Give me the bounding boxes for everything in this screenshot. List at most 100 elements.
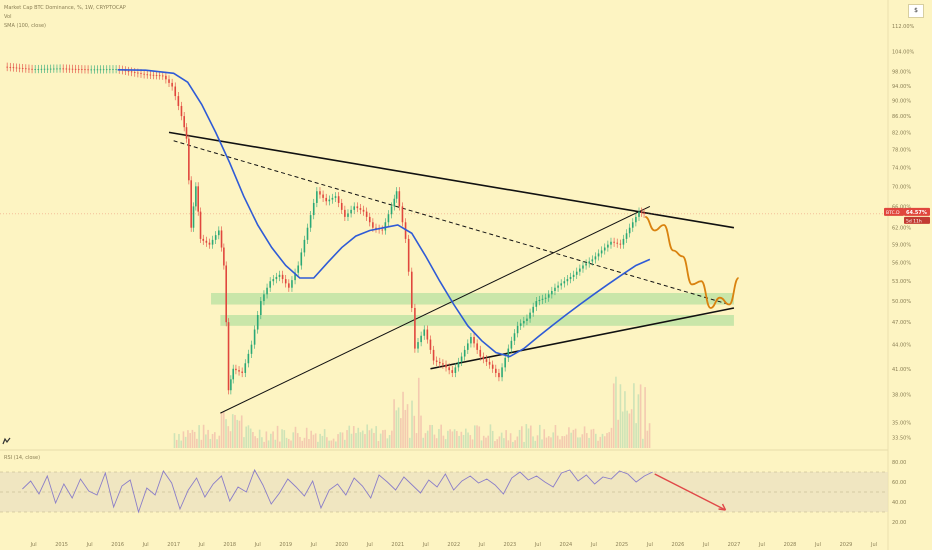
candle-body	[185, 127, 188, 139]
candle-body	[616, 242, 619, 244]
volume-bar	[547, 436, 550, 448]
volume-bar	[332, 438, 335, 448]
volume-bar	[630, 409, 633, 448]
projection-path	[644, 215, 740, 309]
candle-body	[155, 75, 158, 76]
candle-body	[115, 69, 117, 70]
candle-body	[507, 348, 510, 358]
trendline-lower-support	[430, 307, 735, 370]
volume-bar	[440, 424, 442, 448]
candle-body	[266, 287, 268, 295]
y-tick-label: 44.00%	[892, 343, 911, 349]
volume-bar	[447, 430, 449, 448]
volume-bar	[525, 424, 528, 448]
volume-bar	[323, 429, 326, 448]
candle-body	[105, 69, 108, 71]
candle-body	[535, 301, 538, 307]
candle-body	[96, 69, 99, 71]
volume-bar	[193, 431, 196, 448]
candle-body	[109, 69, 111, 71]
x-tick-label: Jul	[534, 542, 541, 548]
candle-body	[152, 74, 155, 76]
volume-bar	[581, 434, 584, 448]
volume-bar	[527, 428, 530, 448]
volume-bar	[451, 431, 454, 448]
volume-bar	[252, 432, 254, 448]
volume-bar	[328, 440, 330, 448]
volume-bar	[460, 431, 463, 448]
volume-bar	[285, 437, 288, 448]
volume-bar	[621, 411, 624, 448]
candle-body	[137, 72, 139, 74]
volume-bar	[402, 391, 404, 448]
volume-bar	[231, 414, 234, 448]
candle-body	[365, 211, 368, 217]
volume-bar	[189, 433, 191, 448]
volume-bar	[590, 429, 593, 448]
volume-bar	[191, 429, 194, 448]
rsi-tick-label: 60.00	[892, 480, 906, 486]
candle-body	[281, 274, 284, 280]
candle-body	[284, 279, 287, 284]
sma-label[interactable]: SMA (100, close)	[4, 23, 46, 29]
volume-bar	[478, 426, 481, 448]
candle-body	[306, 227, 309, 240]
volume-bar	[599, 436, 602, 448]
volume-label[interactable]: Vol	[4, 14, 12, 20]
volume-bar	[534, 440, 537, 448]
volume-bar	[312, 434, 315, 448]
volume-bar	[617, 419, 619, 448]
candle-body	[99, 69, 102, 71]
candle-body	[65, 68, 68, 70]
volume-bar	[357, 427, 360, 448]
volume-bar	[220, 412, 223, 448]
volume-bar	[352, 426, 355, 448]
x-tick-label: 2026	[672, 542, 685, 548]
symbol-title[interactable]: Market Cap BTC Dominance, %, 1W, CRYPTOC…	[4, 5, 126, 11]
volume-bar	[303, 437, 306, 448]
y-tick-label: 112.00%	[892, 24, 914, 30]
y-tick-label: 56.00%	[892, 260, 911, 266]
volume-bar	[529, 425, 532, 448]
forecast-arrow	[654, 473, 726, 511]
candle-body	[597, 253, 600, 257]
candle-body	[359, 208, 362, 210]
volume-bar	[263, 441, 265, 448]
tradingview-logo-icon[interactable]	[2, 436, 12, 446]
volume-bar	[406, 404, 409, 448]
currency-button[interactable]: $	[908, 4, 924, 18]
volume-bar	[606, 433, 608, 448]
candle-body	[84, 69, 86, 71]
candle-body	[220, 230, 223, 248]
volume-bar	[597, 440, 599, 448]
candle-body	[247, 353, 250, 364]
volume-bar	[408, 437, 411, 448]
rsi-line	[22, 468, 653, 514]
candle-body	[309, 215, 312, 228]
volume-bar	[532, 436, 534, 448]
candle-body	[322, 194, 324, 198]
candle-body	[294, 272, 296, 281]
x-tick-label: 2015	[55, 542, 68, 548]
y-tick-label: 94.00%	[892, 84, 911, 90]
volume-bar	[521, 426, 523, 448]
candle-body	[28, 68, 30, 70]
volume-bar	[420, 415, 422, 448]
candle-body	[188, 138, 190, 181]
volume-bar	[637, 394, 640, 448]
volume-bar	[619, 384, 622, 448]
rsi-tick-label: 40.00	[892, 500, 906, 506]
y-tick-label: 98.00%	[892, 70, 911, 76]
candle-body	[205, 240, 208, 243]
volume-bar	[574, 428, 577, 448]
volume-bar	[594, 433, 597, 448]
candle-body	[529, 312, 531, 319]
candle-body	[523, 320, 525, 324]
x-tick-label: 2029	[840, 542, 853, 548]
volume-bar	[321, 435, 324, 448]
volume-bar	[442, 435, 445, 448]
candle-body	[337, 196, 340, 203]
rsi-title[interactable]: RSI (14, close)	[4, 455, 41, 461]
candle-body	[566, 279, 569, 282]
